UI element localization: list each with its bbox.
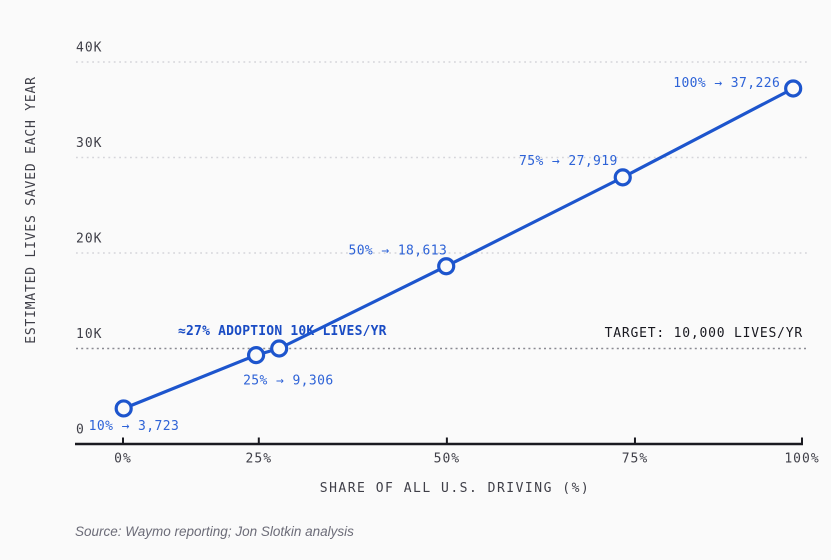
x-tick-label: 75%	[622, 452, 648, 467]
target-label: TARGET: 10,000 LIVES/YR	[605, 326, 803, 341]
y-tick-label: 10K	[76, 327, 102, 342]
data-point-marker	[613, 168, 632, 187]
data-point-label: 100% → 37,226	[673, 76, 780, 91]
adoption-annotation: ≈27% ADOPTION 10K LIVES/YR	[178, 324, 387, 339]
series-line	[122, 86, 795, 411]
data-point-marker	[270, 339, 289, 358]
y-tick-label: 30K	[76, 136, 102, 151]
data-point-label: 10% → 3,723	[89, 419, 180, 434]
axis-layer: 0% 25% 50% 75% 100% 0 10K 20K 30K 40K	[75, 41, 819, 467]
x-tick-label: 0%	[114, 452, 132, 467]
y-tick-label: 20K	[76, 232, 102, 247]
y-axis-title: ESTIMATED LIVES SAVED EACH YEAR	[24, 76, 39, 343]
data-point-label: 25% → 9,306	[243, 374, 333, 389]
x-tick-label: 100%	[784, 452, 819, 467]
data-point-marker	[784, 79, 803, 98]
x-axis-title: SHARE OF ALL U.S. DRIVING (%)	[320, 481, 590, 496]
y-tick-label: 0	[76, 423, 85, 438]
point-labels-layer: 10% → 3,723 25% → 9,306 50% → 18,613 75% → …	[89, 76, 780, 434]
data-point-marker	[246, 346, 266, 365]
x-tick-label: 25%	[246, 452, 272, 467]
data-point-marker	[114, 399, 133, 418]
y-tick-label: 40K	[76, 41, 102, 56]
data-point-label: 75% → 27,919	[519, 154, 618, 169]
data-point-label: 50% → 18,613	[348, 244, 447, 259]
x-tick-label: 50%	[434, 452, 460, 467]
source-note: Source: Waymo reporting; Jon Slotkin ana…	[75, 524, 354, 539]
series-layer	[114, 79, 803, 418]
lives-saved-line-chart: ≈27% ADOPTION 10K LIVES/YR TARGET: 10,00…	[24, 41, 819, 497]
data-point-marker	[437, 257, 456, 276]
